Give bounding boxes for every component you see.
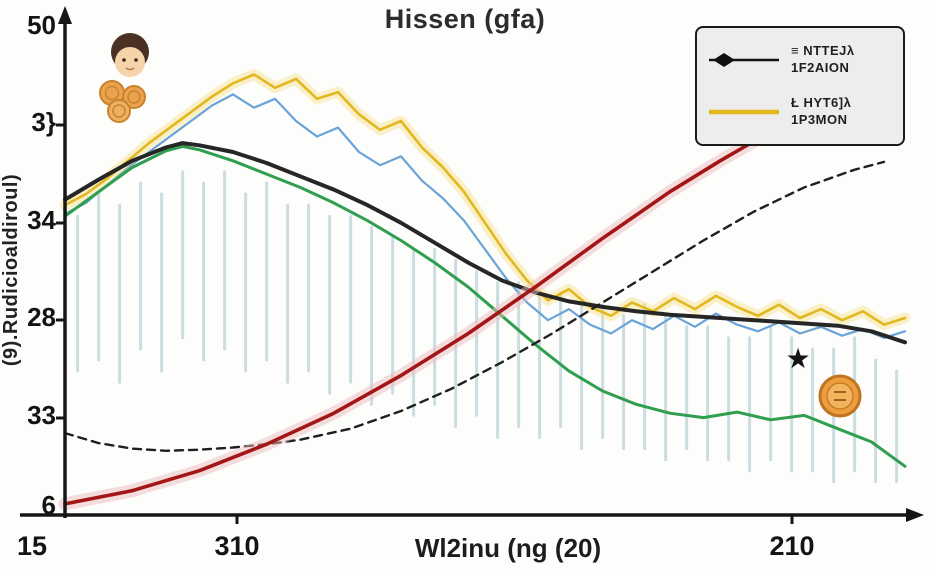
y-axis-label: (9).Rudicioaldiroul): [0, 173, 22, 367]
series-layer: [58, 69, 911, 511]
x-axis-label: Wl2inu (ng (20): [414, 533, 602, 563]
legend-entry: ≡ NTTEJλ 1F2AION: [705, 43, 895, 77]
legend-entry: Ł HYT6]λ 1P3MON: [705, 95, 895, 129]
legend-line1: ≡ NTTEJλ: [791, 43, 855, 59]
y-tick-label: 33: [27, 400, 56, 430]
legend-entry-label: ≡ NTTEJλ 1F2AION: [791, 43, 855, 77]
yellow-line-icon: [709, 109, 779, 115]
coin-icon: [818, 374, 862, 418]
legend-entry-label: Ł HYT6]λ 1P3MON: [791, 95, 851, 129]
x-axis-arrow-icon: [906, 508, 924, 522]
person-coins-icon: [99, 33, 149, 123]
axes: [20, 6, 924, 524]
star-icon: ★: [785, 342, 810, 375]
y-axis-arrow-icon: [58, 6, 72, 24]
y-tick-label: 6: [41, 490, 56, 520]
x-tick-label: 210: [769, 531, 815, 561]
chart-title: Hissen (gfa): [384, 4, 546, 34]
black-diamond-line-icon: [709, 53, 779, 67]
y-tick-label: 50: [27, 10, 56, 40]
y-tick-label: 34: [27, 205, 56, 235]
legend: ≡ NTTEJλ 1F2AION Ł HYT6]λ 1P3MON: [695, 26, 905, 146]
legend-line2: 1F2AION: [791, 60, 850, 75]
legend-line1: Ł HYT6]λ: [791, 95, 852, 111]
x-tick-label: 310: [214, 531, 260, 561]
x-tick-label: 15: [16, 531, 48, 561]
y-tick-label: 28: [27, 302, 56, 332]
legend-line2: 1P3MON: [791, 112, 848, 127]
y-tick-label: 3}: [31, 107, 56, 137]
